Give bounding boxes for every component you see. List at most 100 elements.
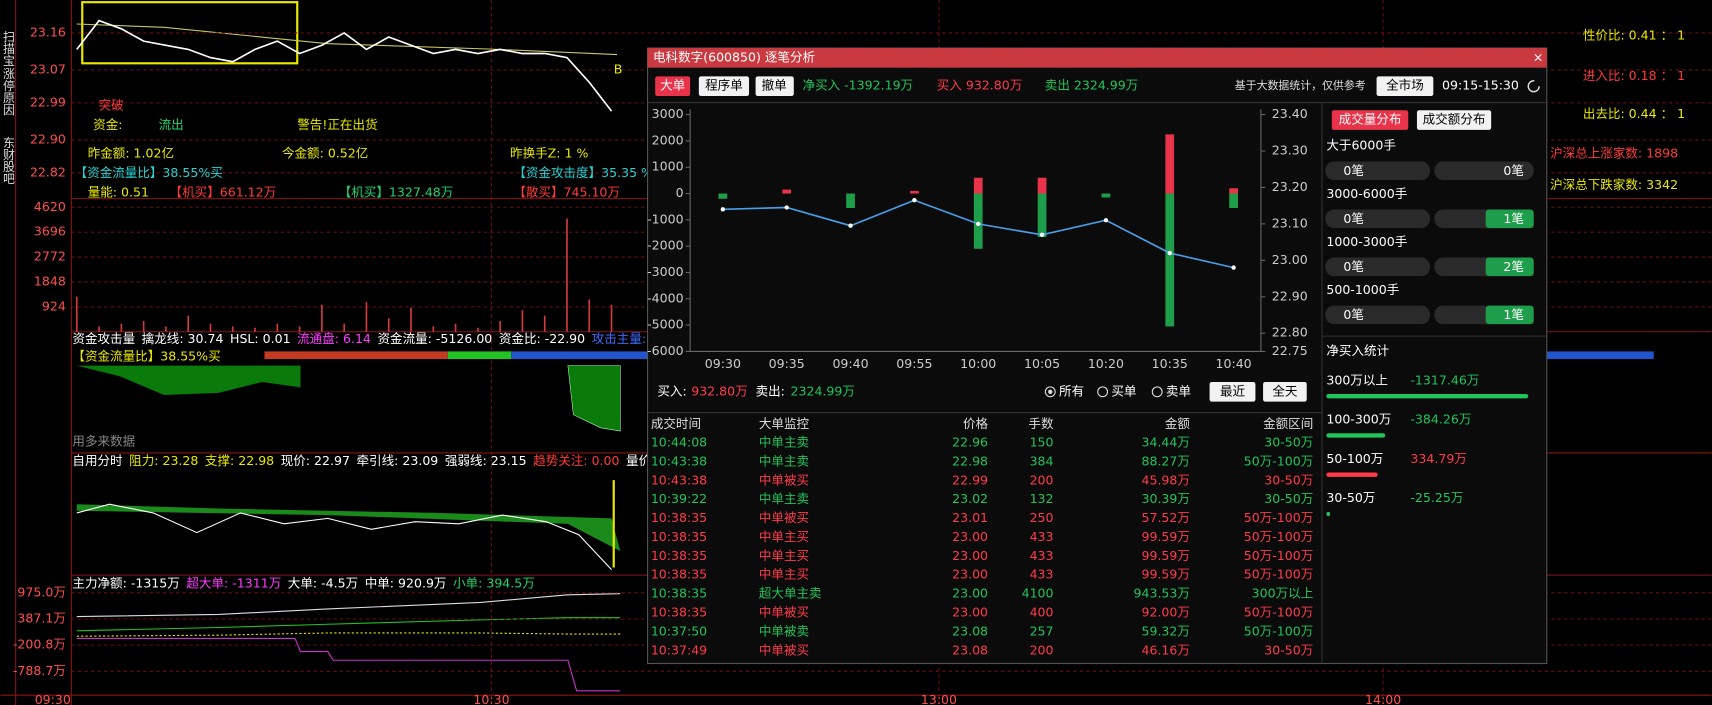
time-range: 09:15-15:30	[1442, 78, 1519, 93]
section-title: 净买入统计	[1326, 343, 1389, 358]
radio-label[interactable]: 买单	[1111, 383, 1136, 398]
radio[interactable]	[1151, 386, 1163, 398]
table-cell: 59.32万	[1141, 623, 1189, 638]
info-text: 昨换手Z: 1 %	[510, 145, 588, 160]
radio-dot	[1048, 389, 1053, 394]
stat-label: 300万以上	[1326, 372, 1388, 387]
button-label[interactable]: 最近	[1220, 383, 1246, 398]
popup	[647, 47, 1548, 665]
dist-tab[interactable]	[1416, 110, 1492, 130]
x-tick-label: 09:30	[705, 356, 741, 371]
indicator-text: HSL: 0.01	[230, 331, 291, 346]
table-cell: 中单被买	[759, 605, 809, 620]
y-tick-label: 2772	[34, 249, 66, 264]
table-cell: 57.52万	[1141, 510, 1189, 525]
y-tick-label: 387.1万	[17, 610, 65, 625]
table-cell: 50万-100万	[1244, 529, 1314, 544]
button-label[interactable]: 全天	[1272, 383, 1298, 398]
sidebar-tab[interactable]: 扫描宝	[2, 30, 16, 66]
table-cell: 30-50万	[1264, 472, 1313, 487]
x-tick-label: 10:40	[1216, 356, 1252, 371]
table-header: 金额区间	[1263, 416, 1313, 431]
table-cell: 超大单主卖	[759, 586, 822, 601]
table-cell: 10:44:08	[651, 435, 707, 450]
dist-tab-label[interactable]: 成交量分布	[1339, 112, 1402, 127]
table-cell: 10:38:35	[651, 586, 707, 601]
close-button[interactable]: ×	[1533, 49, 1544, 64]
dist-cell	[1325, 161, 1431, 181]
info-text: 【资金流量比】38.55%买	[75, 165, 223, 180]
x-tick-label: 09:55	[896, 356, 932, 371]
tab-button[interactable]	[698, 76, 750, 97]
tab-button[interactable]	[755, 76, 794, 97]
net-buy: 净买入 -1392.19万	[803, 78, 914, 93]
y-tick-label: 924	[42, 298, 66, 313]
indicator-text: 资金攻击量	[72, 331, 135, 346]
flow-line	[76, 593, 621, 618]
info-text: 资金:	[93, 117, 122, 132]
price-point	[912, 198, 917, 203]
y-tick-label: -1000	[647, 211, 683, 226]
dist-value: 1笔	[1503, 307, 1524, 322]
table-cell: 23.08	[952, 642, 988, 657]
stat-label: 100-300万	[1326, 412, 1391, 427]
bar	[1229, 193, 1238, 209]
y2-tick-label: 22.75	[1272, 343, 1308, 358]
y-tick-label: 22.99	[30, 94, 66, 109]
sidebar-tab[interactable]: 东财股吧	[2, 136, 16, 184]
price-point	[976, 221, 981, 227]
button[interactable]	[1209, 381, 1256, 402]
scope-label[interactable]: 全市场	[1386, 78, 1424, 93]
tab-button[interactable]	[655, 76, 691, 97]
radio[interactable]	[1097, 386, 1109, 398]
table-cell: 10:38:35	[651, 510, 707, 525]
table-cell: 433	[1030, 548, 1054, 563]
radio[interactable]	[1044, 386, 1056, 398]
stat-value: -384.26万	[1410, 412, 1471, 427]
flow-bar-green	[447, 351, 512, 360]
radio-label[interactable]: 所有	[1059, 383, 1084, 398]
dist-tab[interactable]	[1331, 110, 1409, 130]
tab-label[interactable]: 程序单	[705, 78, 743, 93]
sell-total: 卖出 2324.99万	[1045, 78, 1139, 93]
dist-fill	[1485, 257, 1534, 277]
y2-tick-label: 22.80	[1272, 325, 1308, 340]
x-tick-label: 09:30	[35, 692, 71, 705]
radio-label[interactable]: 卖单	[1166, 383, 1191, 398]
table-cell: 10:38:35	[651, 548, 707, 563]
sidebar-tab[interactable]: 涨停原因	[2, 66, 16, 115]
flow-area	[567, 365, 621, 432]
tab-label[interactable]: 撤单	[762, 78, 787, 93]
table-cell: 50万-100万	[1244, 605, 1314, 620]
dist-tab-label[interactable]: 成交额分布	[1423, 112, 1486, 127]
table-cell: 23.01	[952, 510, 988, 525]
info-text: 【机买】661.12万	[170, 185, 277, 200]
button[interactable]	[1263, 381, 1307, 402]
table-cell: 88.27万	[1141, 453, 1189, 468]
price-point	[1103, 218, 1109, 223]
table-header: 价格	[963, 416, 989, 431]
y-tick-label: -4000	[647, 290, 683, 305]
table-cell: 中单主买	[759, 548, 809, 563]
bar	[1037, 193, 1047, 237]
stat-bar	[1326, 511, 1331, 517]
table-cell: 943.53万	[1133, 586, 1189, 601]
y-tick-label: -6000	[647, 343, 683, 358]
bar	[1165, 193, 1175, 327]
average-line	[76, 23, 618, 56]
table-cell: 257	[1030, 623, 1054, 638]
bar	[973, 177, 983, 194]
stat-label: 30-50万	[1326, 490, 1375, 505]
table-cell: 10:38:35	[651, 567, 707, 582]
scope-button[interactable]	[1376, 76, 1434, 97]
table-cell: 30-50万	[1264, 491, 1313, 506]
table-cell: 22.96	[952, 435, 988, 450]
table-cell: 50万-100万	[1244, 510, 1314, 525]
stat-value: -1317.46万	[1410, 372, 1479, 387]
refresh-icon[interactable]	[1527, 80, 1540, 93]
price-point	[1167, 250, 1172, 256]
x-tick-label: 09:40	[832, 356, 868, 371]
tab-label[interactable]: 大单	[660, 78, 685, 93]
table-cell: 中单主卖	[759, 491, 809, 506]
